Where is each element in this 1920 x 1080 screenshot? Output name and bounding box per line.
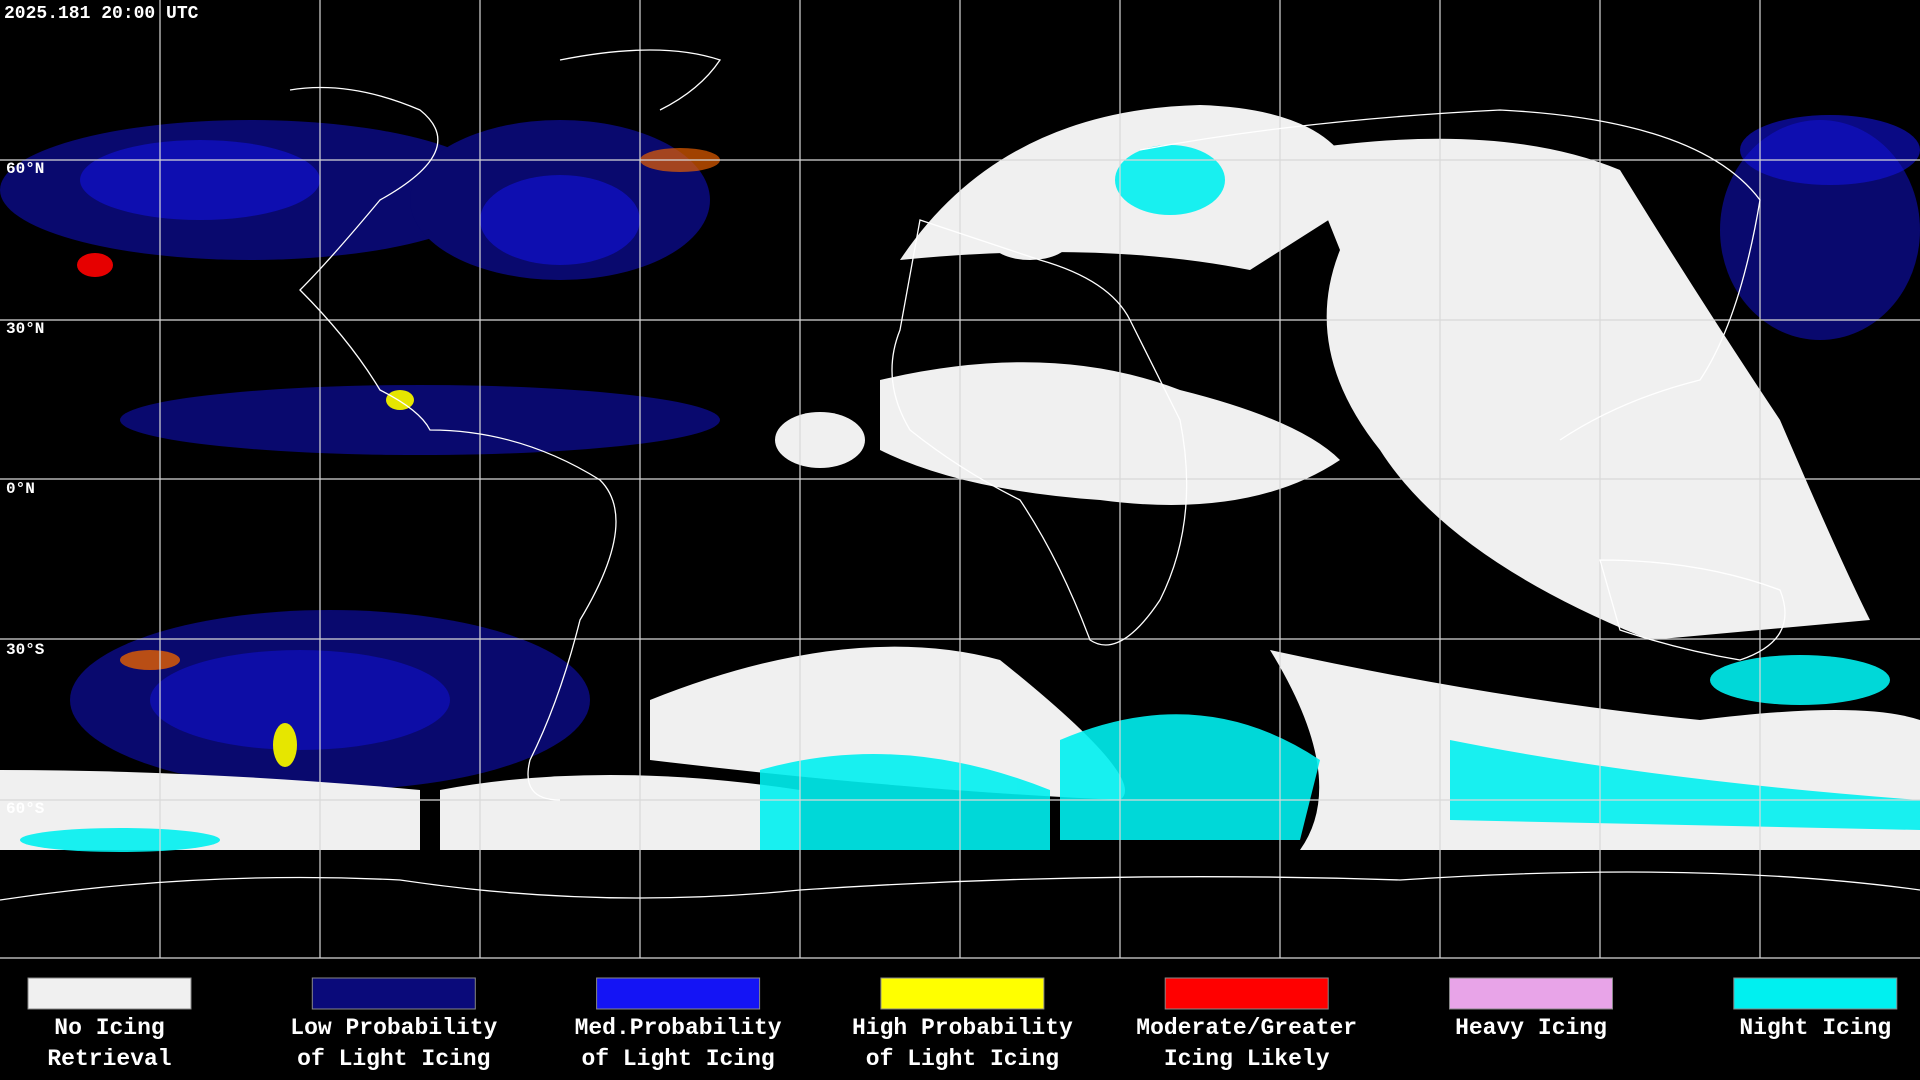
latitude-label: 60°S: [6, 800, 45, 818]
legend-swatch: [596, 977, 761, 1010]
timestamp: 2025.181 20:00 UTC: [4, 4, 199, 24]
latitude-labels: 60°N 30°N 0°N 30°S 60°S: [6, 160, 45, 818]
legend-label: of Light Icing: [866, 1046, 1059, 1072]
legend-swatch: [1733, 977, 1898, 1010]
coastlines: [0, 49, 1920, 901]
legend-swatch: [311, 977, 476, 1010]
legend-label: Heavy Icing: [1455, 1015, 1607, 1041]
legend-label: of Light Icing: [297, 1046, 490, 1072]
latitude-label: 30°N: [6, 320, 44, 338]
latitude-label: 60°N: [6, 160, 44, 178]
legend-label: Night Icing: [1739, 1015, 1891, 1041]
legend-label: No Icing: [54, 1015, 164, 1041]
legend-swatch: [1449, 977, 1613, 1010]
legend-swatch: [880, 977, 1045, 1010]
legend-label: of Light Icing: [581, 1046, 774, 1072]
legend-label: Retrieval: [47, 1046, 171, 1072]
legend: No Icing Retrieval Low Probability of Light…: [27, 977, 1898, 1072]
legend-label: Low Probability: [290, 1015, 497, 1041]
night-icing-cloud: [20, 145, 1920, 852]
legend-label: Med.Probability: [575, 1015, 782, 1041]
legend-label: Icing Likely: [1164, 1046, 1330, 1072]
legend-label: High Probability: [852, 1015, 1073, 1041]
legend-label: Moderate/Greater: [1136, 1015, 1357, 1041]
graticule: [0, 0, 1920, 959]
legend-swatch: [1164, 977, 1329, 1010]
legend-swatch: [27, 977, 192, 1010]
latitude-label: 30°S: [6, 641, 45, 659]
latitude-label: 0°N: [6, 480, 35, 498]
